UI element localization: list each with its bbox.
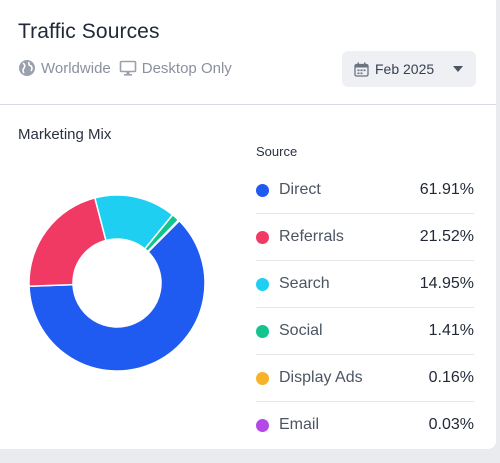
card-title: Traffic Sources	[18, 20, 160, 43]
legend-source-value: 14.95%	[419, 275, 474, 292]
legend-source-name: Social	[279, 322, 323, 339]
device-label: Desktop Only	[141, 59, 232, 77]
source-legend: Source Direct 61.91% Referrals 21.52% Search…	[256, 144, 474, 448]
header-divider	[0, 104, 496, 105]
globe-icon	[19, 60, 35, 76]
calendar-icon	[354, 62, 369, 77]
card-header: Traffic Sources Worldwide Desktop Only	[18, 18, 476, 88]
legend-source-name: Display Ads	[279, 369, 363, 386]
traffic-sources-card: Traffic Sources Worldwide Desktop Only	[0, 0, 496, 449]
donut-slice-referrals	[28, 196, 107, 287]
legend-source-value: 0.03%	[428, 416, 474, 433]
device-filter: Desktop Only	[119, 59, 232, 77]
region-filter: Worldwide	[18, 59, 111, 77]
legend-row: Display Ads 0.16%	[256, 355, 474, 402]
date-dropdown[interactable]: Feb 2025	[342, 51, 476, 87]
legend-row: Email 0.03%	[256, 402, 474, 448]
legend-rows: Direct 61.91% Referrals 21.52% Search 14.95% S…	[256, 167, 474, 448]
chevron-down-icon	[453, 66, 463, 72]
legend-source-name: Referrals	[279, 228, 344, 245]
legend-color-dot	[256, 418, 269, 432]
monitor-icon	[119, 60, 137, 76]
donut-slice-email	[146, 219, 181, 253]
legend-color-dot	[256, 277, 269, 291]
legend-color-dot	[256, 371, 269, 385]
widget-title: Marketing Mix	[18, 126, 112, 143]
legend-source-value: 0.16%	[428, 369, 474, 386]
legend-source-name: Email	[279, 416, 320, 433]
legend-source-name: Direct	[279, 181, 321, 198]
legend-header: Source	[256, 144, 298, 159]
legend-source-value: 61.91%	[419, 181, 474, 198]
legend-source-value: 21.52%	[419, 228, 474, 245]
legend-row: Search 14.95%	[256, 261, 474, 308]
filter-row: Worldwide Desktop Only	[18, 59, 240, 77]
legend-row: Referrals 21.52%	[256, 214, 474, 261]
legend-source-value: 1.41%	[428, 322, 474, 339]
date-label: Feb 2025	[375, 61, 435, 77]
marketing-mix-donut-chart	[28, 194, 206, 372]
legend-row: Social 1.41%	[256, 308, 474, 355]
legend-color-dot	[256, 183, 269, 197]
donut-slice-direct	[28, 219, 206, 372]
legend-row: Direct 61.91%	[256, 167, 474, 214]
legend-source-name: Search	[279, 275, 330, 292]
legend-color-dot	[256, 324, 269, 338]
region-label: Worldwide	[41, 59, 111, 77]
legend-color-dot	[256, 230, 269, 244]
